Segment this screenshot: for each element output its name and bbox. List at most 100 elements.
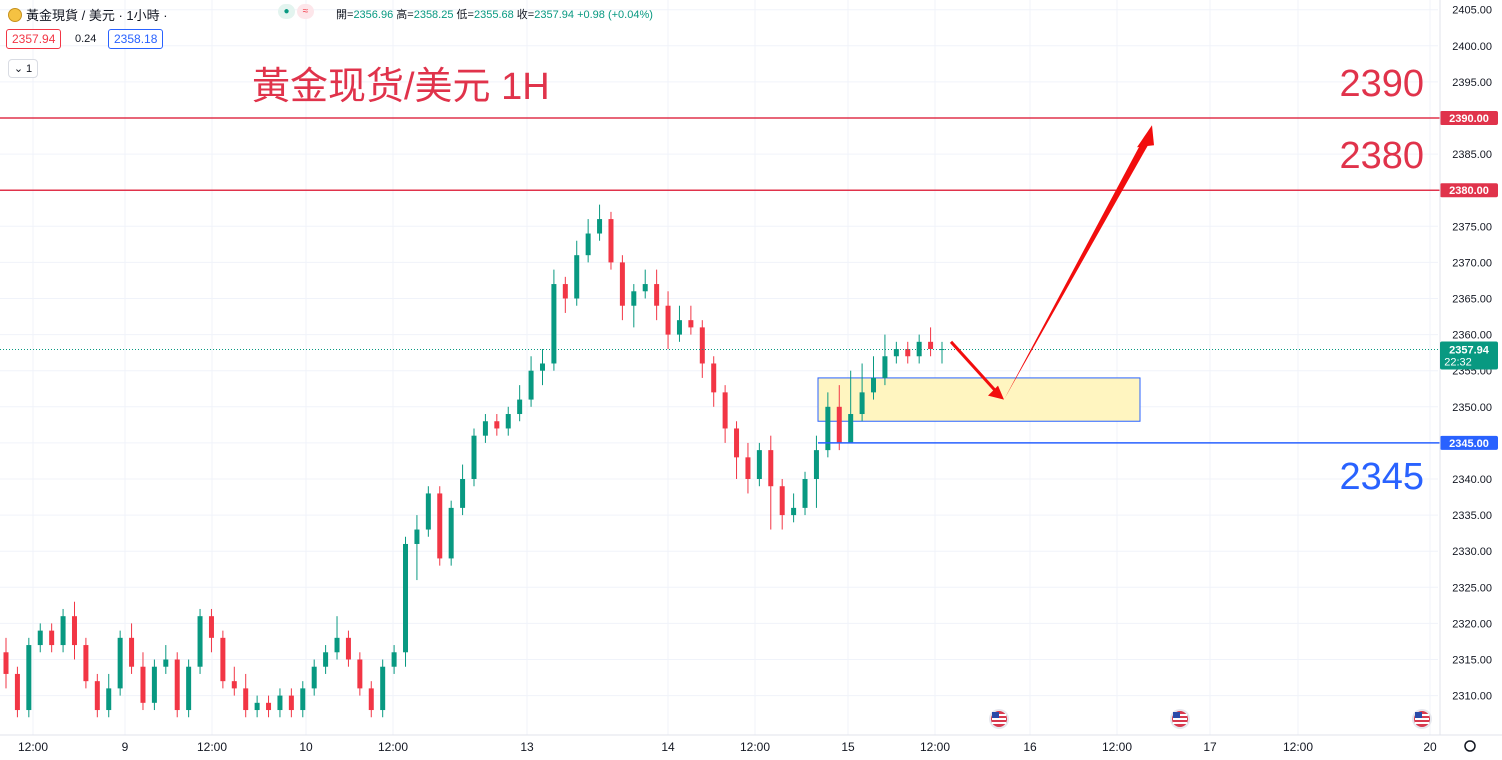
candle-body (243, 688, 249, 711)
event-markers[interactable] (989, 709, 1432, 729)
support-zone[interactable] (817, 377, 1141, 422)
price-tick-label: 2310.00 (1452, 691, 1492, 703)
time-tick-label: 9 (122, 740, 129, 754)
candle-body (699, 327, 705, 364)
candle-body (505, 414, 511, 429)
candle-body (174, 659, 180, 711)
price-tick-label: 2365.00 (1452, 294, 1492, 306)
candle-body (585, 233, 591, 256)
arrow-segment (1004, 143, 1148, 400)
price-tick-label: 2400.00 (1452, 41, 1492, 53)
candle-body (882, 356, 888, 378)
level-annotation: 2390 (1339, 63, 1424, 105)
chart-title[interactable]: 黃金现货/美元 1H (252, 66, 550, 108)
low-value: 2355.68 (473, 9, 514, 21)
time-tick-label: 12:00 (740, 740, 770, 754)
gold-symbol-icon (8, 7, 22, 22)
ohlc-legend: 開=2356.96 高=2358.25 低=2355.68 收=2357.94 … (336, 9, 653, 21)
candle-body (140, 666, 146, 703)
candle-body (266, 702, 272, 711)
candle-body (334, 637, 340, 653)
flag-canton (992, 712, 999, 718)
symbol-header[interactable]: 黃金現貨 / 美元 · 1小時 · (8, 5, 168, 24)
chevron-down-icon: ⌄ (13, 63, 24, 75)
level-annotation: 2345 (1339, 456, 1424, 498)
time-axis[interactable]: 12:00 9 12:00 10 12:00 13 14 12:00 15 12:00 16 12:0… (0, 734, 1502, 754)
candle-body (539, 363, 545, 371)
candle-body (220, 637, 226, 682)
candle-body (745, 457, 751, 479)
candle-body (208, 616, 214, 638)
candle-body (94, 681, 100, 711)
candles (3, 204, 945, 718)
candle-body (482, 421, 488, 436)
price-tick-label: 2405.00 (1452, 5, 1492, 17)
arrow-head (1137, 125, 1154, 148)
candle-body (26, 645, 32, 711)
status-pills[interactable]: ● ≈ (278, 4, 314, 19)
time-tick-label: 17 (1203, 740, 1217, 754)
candle-body (460, 479, 466, 508)
horizontal-levels[interactable]: 2390.00 2390 2380.00 2380 2345.00 2345 (0, 63, 1498, 498)
candle-body (756, 450, 762, 479)
candle-body (71, 616, 77, 646)
level-price-tag (1440, 111, 1498, 125)
candle-body (380, 666, 386, 711)
candle-body (551, 284, 557, 364)
indicators-toggle[interactable]: ⌄ 1 (8, 59, 38, 78)
change-value: +0.98 (+0.04%) (577, 9, 653, 21)
candle-body (357, 659, 363, 689)
candle-body (619, 262, 625, 306)
flag-stripe (1173, 718, 1187, 720)
price-tick-label: 2340.00 (1452, 474, 1492, 486)
flag-stripe (1415, 722, 1429, 724)
sell-button[interactable]: 2357.94 (6, 29, 62, 49)
market-open-icon[interactable]: ● (278, 4, 295, 19)
candle-body (14, 673, 20, 711)
price-tick-label: 2320.00 (1452, 618, 1492, 630)
time-tick-label: 12:00 (197, 740, 227, 754)
candle-body (60, 616, 66, 646)
candle-body (905, 349, 911, 357)
candle-body (151, 666, 157, 703)
candle-body (345, 637, 351, 660)
candle-body (129, 637, 135, 667)
flag-stripe (992, 718, 1006, 720)
level-price-label: 2390.00 (1449, 113, 1489, 125)
level-price-tag (1440, 435, 1498, 450)
time-tick-label: 12:00 (920, 740, 950, 754)
candle-body (574, 255, 580, 299)
buy-button[interactable]: 2358.18 (108, 29, 164, 49)
current-price-label: 2357.94 (1449, 344, 1490, 356)
candle-body (3, 652, 9, 674)
candle-body (437, 493, 443, 559)
settings-icon[interactable] (1464, 740, 1476, 752)
price-axis[interactable]: 2310.00 2315.00 2320.00 2325.00 2330.00 2335.… (1439, 0, 1498, 735)
candle-body (83, 645, 89, 682)
time-tick-label: 14 (661, 740, 675, 754)
candle-body (300, 688, 306, 711)
candle-body (117, 637, 123, 689)
candle-body (448, 507, 454, 559)
candle-body (562, 284, 568, 299)
candle-body (186, 666, 192, 711)
level-price-tag (1440, 183, 1498, 198)
candle-body (791, 507, 797, 516)
time-tick-label: 12:00 (1283, 740, 1313, 754)
price-tick-label: 2370.00 (1452, 257, 1492, 269)
forecast-arrow[interactable] (949, 125, 1154, 400)
candle-body (893, 349, 899, 357)
candle-body (49, 630, 55, 646)
candle-body (425, 493, 431, 530)
price-tick-label: 2385.00 (1452, 149, 1492, 161)
price-tick-label: 2330.00 (1452, 546, 1492, 558)
symbol-title[interactable]: 黃金現貨 / 美元 · 1小時 · (26, 8, 168, 23)
time-tick-label: 10 (299, 740, 313, 754)
candle-body (403, 543, 409, 653)
candle-body (779, 486, 785, 516)
candle-body (368, 688, 374, 711)
candle-body (825, 406, 831, 451)
arrow-head (988, 385, 1004, 400)
delayed-data-icon[interactable]: ≈ (297, 4, 314, 19)
